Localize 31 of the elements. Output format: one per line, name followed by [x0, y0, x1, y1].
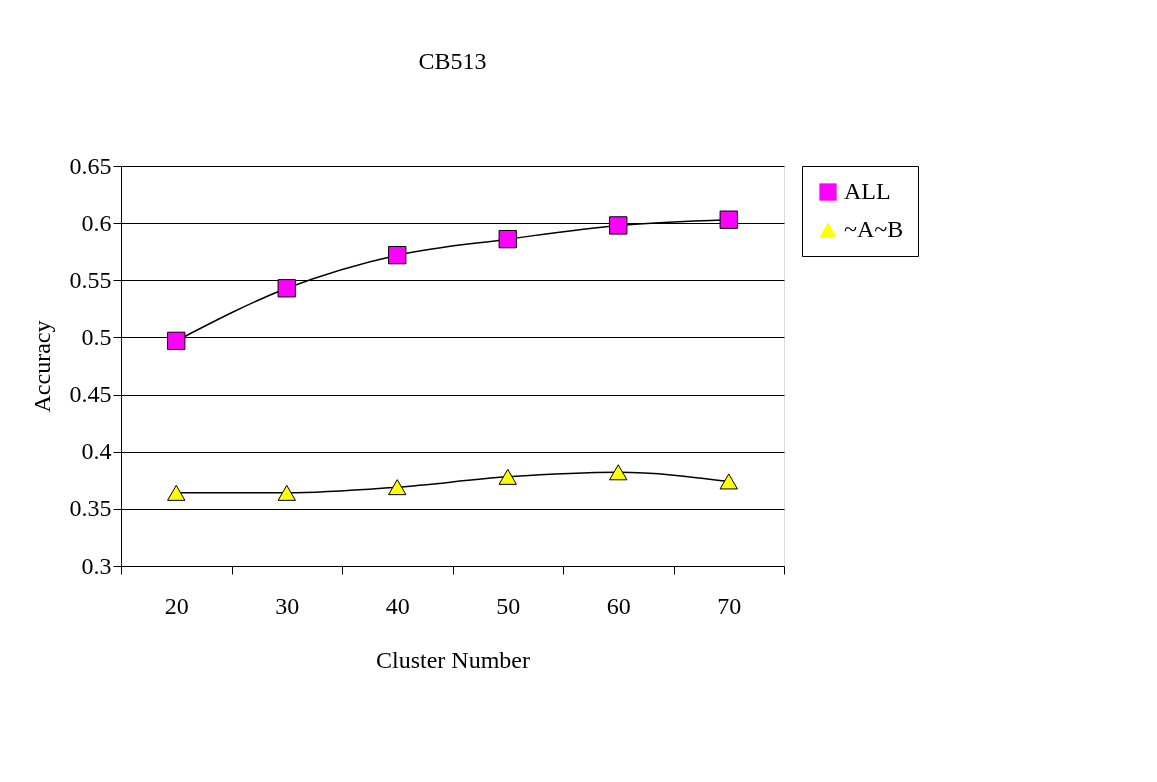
x-axis-title: Cluster Number	[376, 646, 530, 673]
y-tick-label: 0.4	[81, 438, 112, 465]
y-tick-label: 0.6	[81, 209, 112, 236]
point	[277, 279, 296, 298]
y-tick-label: 0.65	[69, 152, 112, 179]
x-tick-label: 30	[275, 592, 300, 619]
point	[277, 484, 296, 501]
y-tick-label: 0.3	[81, 552, 112, 579]
point	[609, 216, 628, 235]
x-tick-label: 70	[717, 592, 742, 619]
point	[609, 464, 628, 481]
y-tick-label: 0.55	[69, 266, 112, 293]
legend-label: ~A~B	[844, 216, 904, 242]
y-axis-title: Accuracy	[28, 320, 55, 413]
x-tick-label: 50	[496, 592, 521, 619]
x-tick-label: 40	[385, 592, 410, 619]
point	[498, 229, 517, 249]
x-tick-label: 60	[606, 592, 631, 619]
y-tick-label: 0.5	[81, 323, 112, 350]
y-tick-label: 0.45	[69, 381, 112, 408]
point	[167, 331, 186, 351]
point	[388, 245, 407, 265]
point	[719, 210, 738, 229]
point	[167, 484, 186, 501]
point	[388, 479, 407, 496]
chart-title: CB513	[418, 48, 487, 74]
point	[719, 473, 738, 490]
y-tick-label: 0.35	[69, 495, 112, 522]
point	[498, 468, 517, 485]
x-tick-label: 20	[164, 592, 189, 619]
legend-label: ALL	[844, 178, 891, 204]
